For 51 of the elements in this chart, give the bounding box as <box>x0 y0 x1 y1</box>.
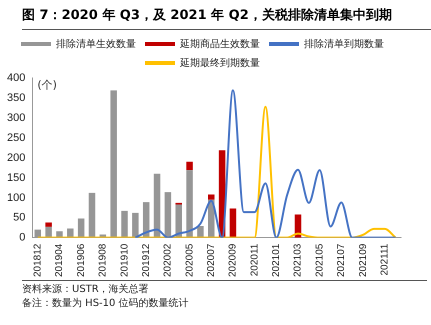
text: 资料来源：USTR，海关总署 <box>22 283 150 297</box>
x-tick-label: 202011 <box>249 243 260 276</box>
bar <box>186 170 193 238</box>
y-tick-label: 350 <box>6 92 26 104</box>
y-tick-label: 300 <box>6 112 26 124</box>
legend-label: 排除清单生效数量 <box>56 38 136 50</box>
x-tick-label: 201908 <box>98 243 109 278</box>
x-tick-label: 202009 <box>228 243 239 278</box>
x-tick-label: 202005 <box>184 243 196 278</box>
bar <box>230 208 236 238</box>
y-tick-label: 400 <box>6 72 26 84</box>
y-tick-label: 200 <box>6 152 26 164</box>
bar <box>186 162 193 170</box>
legend-label: 排除清单到期数量 <box>304 38 384 50</box>
bar <box>121 210 128 238</box>
text: 备注：数量为 HS-10 位码的数量统计 <box>22 297 190 311</box>
bar <box>132 212 139 238</box>
x-tick-label: 201904 <box>54 243 66 278</box>
x-tick-label: 202007 <box>206 243 218 278</box>
chart-title: 图 7：2020 年 Q3，及 2021 年 Q2，关税排除清单集中到期 <box>22 0 431 30</box>
x-tick-label: 202002 <box>162 243 174 278</box>
bar <box>45 222 52 227</box>
bar <box>78 218 84 238</box>
bar <box>142 202 150 238</box>
bar <box>175 204 182 238</box>
x-tick-label: 201906 <box>76 243 87 278</box>
y-tick-label: 100 <box>6 192 26 204</box>
x-tick-label: 201812 <box>32 243 44 278</box>
x-tick-label: 201910 <box>119 243 130 278</box>
bar <box>154 174 160 238</box>
y-tick-label: 150 <box>6 172 26 184</box>
y-tick-label: 250 <box>6 132 26 144</box>
legend-label: 延期商品生效数量 <box>179 38 260 50</box>
y-tick-label: 0 <box>19 232 26 244</box>
x-tick-label: 202109 <box>358 243 369 278</box>
line-series <box>134 89 397 238</box>
x-tick-label: 202105 <box>314 243 326 278</box>
bar <box>294 214 302 238</box>
x-tick-label: 202103 <box>292 243 304 278</box>
annotation: (个) <box>37 78 57 92</box>
x-tick-label: 202101 <box>271 243 282 278</box>
line-series <box>36 106 397 238</box>
bar <box>208 194 215 200</box>
legend-label: 延期最终到期数量 <box>179 56 260 69</box>
y-tick-label: 50 <box>13 212 26 224</box>
x-tick-label: 202111 <box>379 243 390 276</box>
bar <box>88 192 96 238</box>
bar <box>110 90 117 238</box>
x-tick-label: 201912 <box>140 243 152 278</box>
x-tick-label: 202107 <box>336 243 348 278</box>
bar <box>164 192 172 238</box>
